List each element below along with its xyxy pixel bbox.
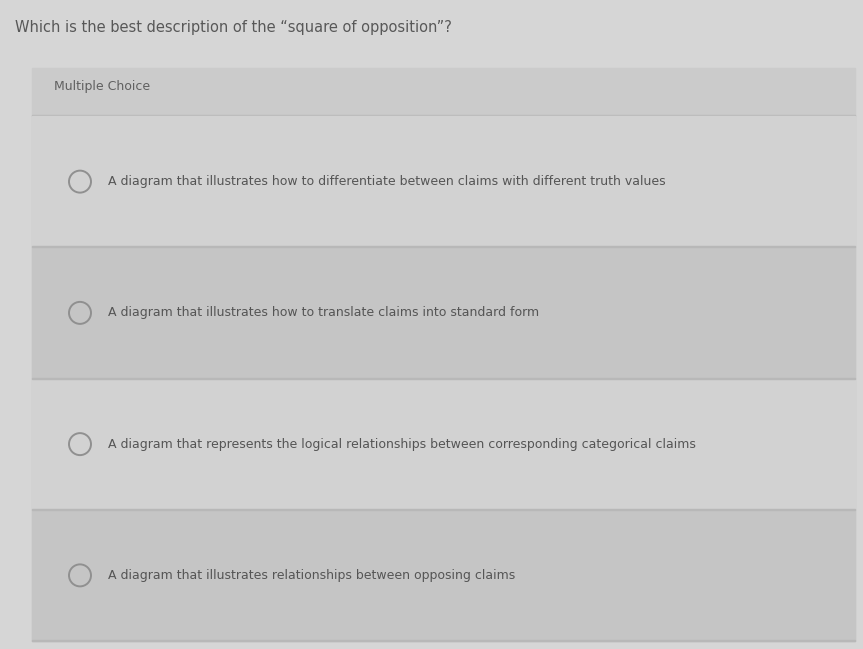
Bar bbox=[32, 378, 855, 509]
Bar bbox=[32, 116, 855, 247]
Text: Multiple Choice: Multiple Choice bbox=[54, 80, 150, 93]
Bar bbox=[32, 68, 855, 641]
Bar bbox=[32, 509, 855, 641]
Text: A diagram that illustrates how to differentiate between claims with different tr: A diagram that illustrates how to differ… bbox=[108, 175, 665, 188]
Bar bbox=[32, 247, 855, 378]
Text: A diagram that represents the logical relationships between corresponding catego: A diagram that represents the logical re… bbox=[108, 437, 696, 450]
Text: A diagram that illustrates relationships between opposing claims: A diagram that illustrates relationships… bbox=[108, 569, 515, 582]
Bar bbox=[32, 115, 855, 116]
Bar bbox=[32, 640, 855, 641]
Text: Which is the best description of the “square of opposition”?: Which is the best description of the “sq… bbox=[15, 20, 452, 35]
Text: A diagram that illustrates how to translate claims into standard form: A diagram that illustrates how to transl… bbox=[108, 306, 539, 319]
Bar bbox=[32, 246, 855, 247]
